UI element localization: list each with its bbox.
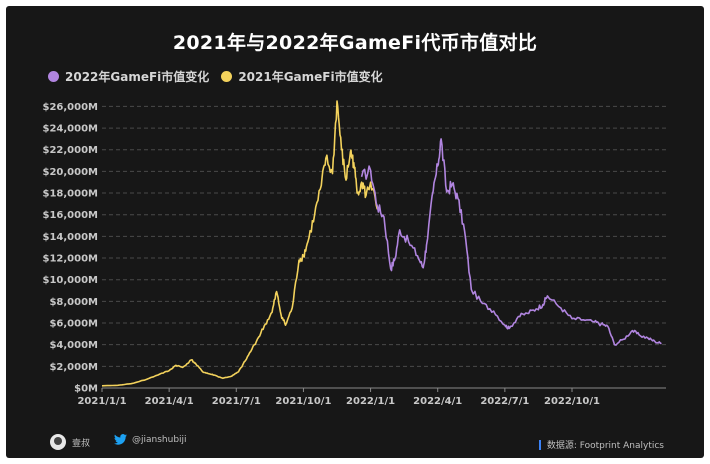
y-tick-label: $20,000M <box>43 167 99 178</box>
twitter-icon <box>114 434 127 445</box>
legend-item-2021[interactable]: 2021年GameFi市值变化 <box>221 68 383 85</box>
source-marker <box>538 439 541 450</box>
legend-dot-2021 <box>221 71 233 82</box>
chart-title: 2021年与2022年GameFi代币市值对比 <box>172 32 538 54</box>
y-tick-label: $26,000M <box>43 102 99 113</box>
y-tick-label: $24,000M <box>43 124 99 135</box>
y-tick-label: $4,000M <box>49 340 98 351</box>
x-tick-label: 2021/4/1 <box>145 396 194 407</box>
y-tick-label: $12,000M <box>43 254 99 265</box>
twitter-handle[interactable]: @jianshubiji <box>114 434 187 445</box>
x-tick-label: 2021/7/1 <box>212 396 261 407</box>
x-tick-label: 2021/1/1 <box>77 396 126 407</box>
chart-legend: 2022年GameFi市值变化 2021年GameFi市值变化 <box>48 68 383 85</box>
y-tick-label: $0M <box>74 384 98 395</box>
x-tick-label: 2022/7/1 <box>480 396 529 407</box>
x-tick-label: 2022/10/1 <box>544 396 600 407</box>
y-tick-label: $6,000M <box>49 319 98 330</box>
legend-label-2022: 2022年GameFi市值变化 <box>65 70 210 84</box>
y-tick-label: $16,000M <box>43 210 99 221</box>
data-source: 数据源: Footprint Analytics <box>538 438 664 451</box>
chart-card: 2021年与2022年GameFi代币市值对比 2022年GameFi市值变化 … <box>6 6 704 458</box>
x-tick-label: 2022/4/1 <box>413 396 462 407</box>
y-tick-label: $8,000M <box>49 297 98 308</box>
source-text: 数据源: Footprint Analytics <box>546 441 664 451</box>
author-name: 壹叔 <box>72 438 91 449</box>
y-tick-label: $2,000M <box>49 362 98 373</box>
y-tick-label: $18,000M <box>43 189 99 200</box>
x-tick-label: 2021/10/1 <box>275 396 331 407</box>
avatar <box>50 434 66 450</box>
legend-label-2021: 2021年GameFi市值变化 <box>238 70 383 84</box>
twitter-text: @jianshubiji <box>132 434 187 445</box>
legend-dot-2022 <box>48 71 59 82</box>
y-tick-label: $22,000M <box>43 145 99 156</box>
y-tick-label: $14,000M <box>43 232 99 243</box>
y-tick-label: $10,000M <box>43 275 99 286</box>
x-tick-label: 2022/1/1 <box>346 396 395 407</box>
footer: 壹叔 @jianshubiji 数据源: Footprint Analytics <box>6 432 704 454</box>
series-line-2022 <box>360 138 662 346</box>
series-line-2021 <box>101 100 379 387</box>
legend-item-2022[interactable]: 2022年GameFi市值变化 <box>48 68 209 85</box>
line-chart: $0M $2,000M $4,000M $6,000M $8,000M $10,000M $… <box>43 100 666 407</box>
author: 壹叔 <box>50 434 90 450</box>
